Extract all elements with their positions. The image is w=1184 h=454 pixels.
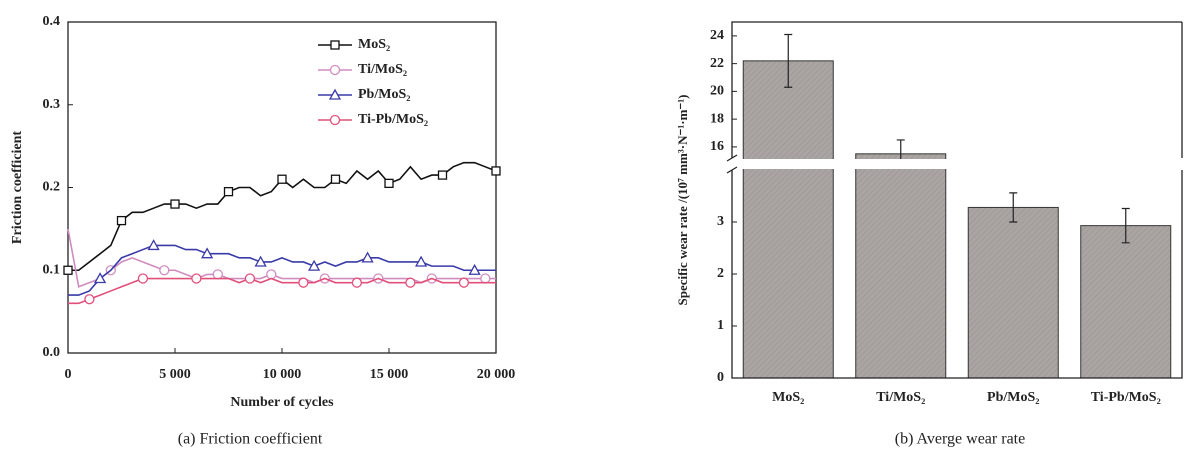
y-tick-label: 0	[717, 370, 724, 385]
axis-break-gap	[726, 159, 1184, 169]
marker	[298, 277, 309, 288]
x-tick-label: Ti-Pb/MoS₂	[1091, 390, 1161, 405]
marker	[266, 269, 277, 280]
x-tick-label: 20 000	[477, 367, 516, 382]
series-line	[68, 244, 496, 296]
marker	[212, 269, 223, 280]
bar-hatch	[968, 207, 1059, 378]
y-tick-label: 24	[710, 28, 724, 43]
marker	[468, 263, 481, 275]
bar-hatch	[743, 60, 834, 378]
y-tick-label: 18	[710, 111, 724, 126]
marker	[437, 170, 448, 180]
y-axis-label: Specific wear rate /(10⁷ mm³·N⁻¹·m⁻¹)	[675, 94, 690, 305]
y-tick-label: 0.1	[43, 262, 61, 277]
x-tick-label: 15 000	[370, 367, 409, 382]
y-axis-label: Friction coefficient	[10, 131, 25, 244]
bar-hatch	[855, 153, 946, 378]
marker	[458, 277, 470, 288]
y-tick-label: 20	[710, 84, 724, 99]
x-tick-label: Ti/MoS₂	[876, 390, 925, 405]
break-marks	[726, 154, 738, 174]
marker	[480, 273, 491, 284]
x-tick-label: 10 000	[263, 367, 302, 382]
error-bar	[1121, 207, 1130, 244]
x-tick-label: 0	[65, 367, 72, 382]
marker	[330, 174, 341, 184]
marker	[307, 259, 321, 271]
y-tick-label: 2	[717, 266, 724, 281]
marker	[147, 239, 160, 251]
axis-frame	[731, 21, 1183, 379]
y-tick-label: 0.3	[43, 97, 61, 112]
caption: (b) Averge wear rate	[895, 431, 1025, 448]
marker	[414, 255, 428, 267]
marker	[361, 251, 374, 263]
marker	[384, 178, 394, 189]
y-tick-label: 0.2	[43, 180, 61, 195]
legend-marker	[328, 88, 342, 100]
error-bar	[1009, 192, 1018, 223]
legend-label: Ti-Pb/MoS₂	[358, 112, 428, 127]
y-tick-label: 0.0	[43, 345, 61, 360]
marker	[116, 215, 127, 226]
marker	[63, 265, 73, 275]
marker	[170, 199, 180, 209]
marker	[93, 272, 107, 284]
marker	[254, 255, 267, 267]
error-bar	[784, 33, 793, 88]
x-tick-label: 5 000	[159, 367, 191, 382]
marker	[137, 273, 149, 284]
legend-label: Pb/MoS₂	[358, 87, 410, 102]
x-tick-label: MoS₂	[772, 390, 804, 405]
plot-frame	[67, 21, 497, 354]
marker	[191, 273, 202, 284]
x-axis-label: Number of cycles	[230, 395, 334, 410]
marker	[351, 277, 363, 288]
legend-marker	[329, 64, 341, 76]
y-tick-label: 0.4	[43, 14, 61, 29]
marker	[223, 186, 234, 197]
marker	[405, 277, 416, 288]
caption: (a) Friction coefficient	[178, 431, 323, 448]
y-tick-label: 16	[710, 139, 724, 154]
marker	[244, 273, 256, 284]
legend-marker	[330, 40, 340, 50]
y-tick-label: 3	[717, 214, 724, 229]
legend-label: Ti/MoS₂	[358, 62, 407, 77]
marker	[491, 166, 501, 176]
marker	[159, 265, 170, 276]
legend-label: MoS₂	[358, 37, 390, 52]
x-tick-label: Pb/MoS₂	[987, 390, 1039, 405]
marker	[277, 174, 287, 184]
marker	[84, 294, 95, 305]
legend-marker	[329, 114, 341, 126]
marker	[200, 247, 214, 259]
y-tick-label: 1	[717, 318, 724, 333]
y-tick-label: 22	[710, 56, 724, 71]
bar-hatch	[1080, 225, 1171, 378]
